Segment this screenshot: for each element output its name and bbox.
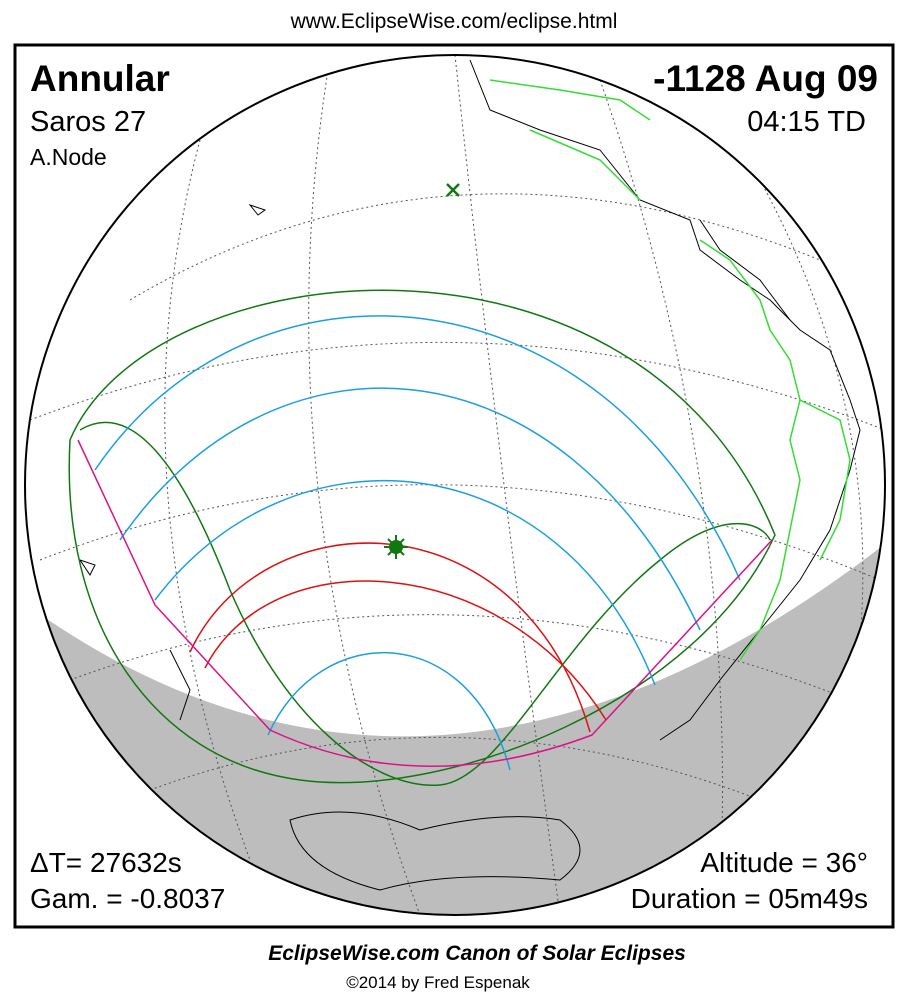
time: 04:15 TD [747, 106, 866, 138]
coastlines [78, 59, 861, 891]
duration: Duration = 05m49s [631, 883, 868, 914]
max-eclipse-star [384, 535, 408, 559]
gamma: Gam. = -0.8037 [30, 883, 225, 914]
delta-t: ΔT= 27632s [30, 847, 182, 878]
eclipse-type: Annular [30, 58, 170, 99]
subsolar-point [446, 183, 460, 197]
header-url: www.EclipseWise.com/eclipse.html [290, 10, 618, 33]
node: A.Node [30, 144, 107, 170]
globe [25, 55, 885, 915]
date: -1128 Aug 09 [653, 58, 878, 99]
altitude: Altitude = 36° [700, 847, 868, 878]
footer-credit: ©2014 by Fred Espenak [346, 973, 530, 992]
eclipse-paths [68, 289, 776, 786]
footer-title: EclipseWise.com Canon of Solar Eclipses [268, 942, 686, 965]
saros: Saros 27 [30, 106, 146, 138]
night-shade [25, 540, 885, 915]
globe-outline [24, 54, 886, 916]
